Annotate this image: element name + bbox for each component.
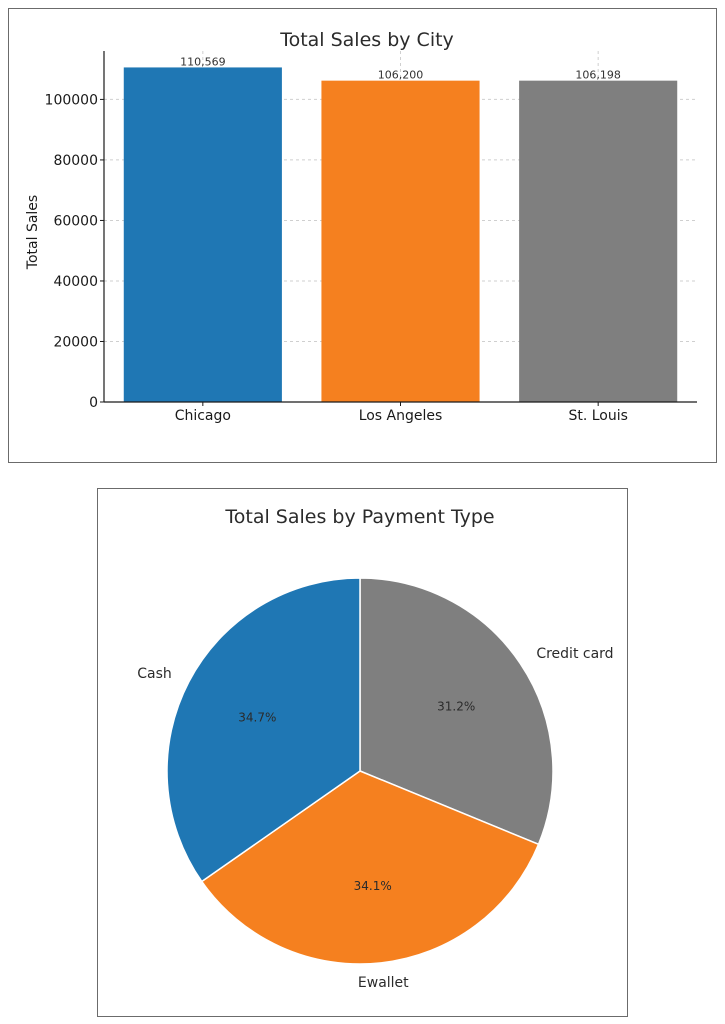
y-tick-label: 100000 <box>45 92 98 108</box>
pie-slice-ewallet <box>200 770 540 965</box>
pie-chart: Total Sales by Payment Type Credit card E… <box>137 506 613 991</box>
bar-chart-title: Total Sales by City <box>279 29 454 51</box>
x-tick-label: Chicago <box>175 408 231 424</box>
pie-chart-title: Total Sales by Payment Type <box>224 506 494 528</box>
pie-slice-credit-card <box>359 577 554 846</box>
bar-data-label: 106,200 <box>378 69 424 82</box>
y-tick-label: 60000 <box>53 213 98 229</box>
x-tick-label: St. Louis <box>568 408 627 424</box>
bar-data-label: 110,569 <box>180 55 226 68</box>
pie-percent-label: 31.2% <box>437 700 475 714</box>
y-tick-label: 0 <box>89 395 98 411</box>
pie-slice-cash <box>166 577 361 883</box>
pie-percent-label: 34.7% <box>238 710 276 724</box>
y-tick-label: 80000 <box>53 153 98 169</box>
y-tick-label: 40000 <box>53 274 98 290</box>
pie-labels: Credit card Ewallet Cash <box>137 646 613 991</box>
bar-chicago <box>123 67 282 402</box>
y-tick-labels: 0 20000 40000 60000 80000 100000 <box>45 92 98 411</box>
pie-chart-panel: Total Sales by Payment Type Credit card E… <box>97 488 628 1017</box>
pie-percent-labels: 31.2% 34.1% 34.7% <box>238 700 475 894</box>
x-tick-label: Los Angeles <box>359 408 443 424</box>
y-axis-label: Total Sales <box>25 195 41 270</box>
pie-percent-label: 34.1% <box>354 879 392 893</box>
axes <box>100 51 697 406</box>
pie-slice-label: Ewallet <box>358 975 409 991</box>
pie-slice-label: Cash <box>137 666 172 682</box>
y-tick-label: 20000 <box>53 334 98 350</box>
pie-slices <box>166 577 554 965</box>
x-tick-labels: Chicago Los Angeles St. Louis <box>175 408 628 424</box>
data-labels: 110,569 106,200 106,198 <box>180 55 621 81</box>
bar-chart-panel: Total Sales by City Total Sales 0 20000 40… <box>8 8 717 463</box>
pie-slice-label: Credit card <box>536 646 613 662</box>
bar-chart: Total Sales by City Total Sales 0 20000 40… <box>25 29 697 424</box>
bar-data-label: 106,198 <box>575 69 621 82</box>
bar-st-louis <box>519 80 678 403</box>
bar-los-angeles <box>321 80 480 403</box>
bars <box>123 67 678 403</box>
